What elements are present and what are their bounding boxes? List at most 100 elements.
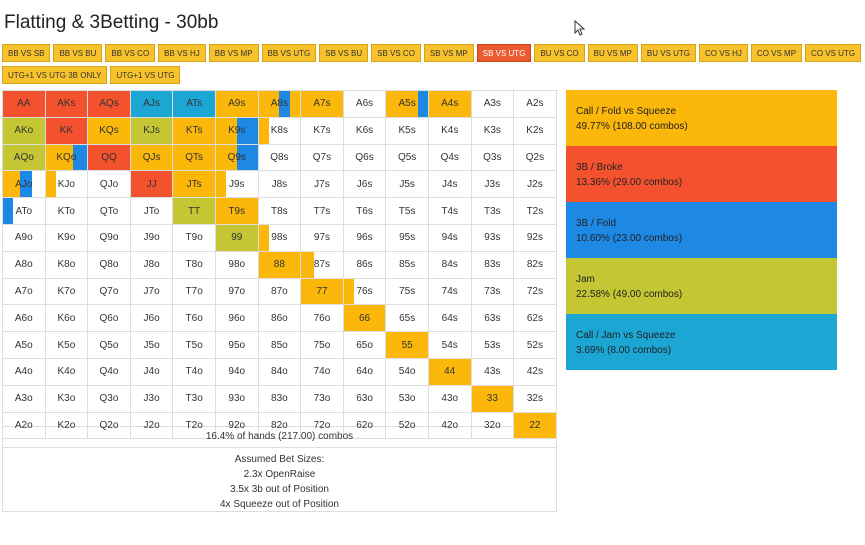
hand-cell[interactable]: A4o <box>3 358 46 386</box>
hand-cell[interactable]: 92s <box>514 224 557 252</box>
hand-cell[interactable]: JTs <box>173 171 216 199</box>
hand-cell[interactable]: 42s <box>514 358 557 386</box>
tab-sb-vs-utg[interactable]: SB VS UTG <box>476 44 532 62</box>
hand-cell[interactable]: K4o <box>45 358 89 386</box>
hand-cell[interactable]: 54o <box>386 358 429 386</box>
hand-cell[interactable]: K8s <box>258 117 302 145</box>
hand-cell[interactable]: 64o <box>343 358 387 386</box>
hand-cell[interactable]: AQo <box>3 144 46 172</box>
tab-bb-vs-utg[interactable]: BB VS UTG <box>261 44 317 62</box>
hand-cell[interactable]: K9o <box>45 224 89 252</box>
hand-cell[interactable]: Q3o <box>88 385 131 413</box>
hand-cell[interactable]: TT <box>173 198 216 225</box>
hand-cell[interactable]: 52s <box>514 332 557 359</box>
hand-cell[interactable]: A5o <box>3 332 46 359</box>
hand-cell[interactable]: 52o <box>386 412 429 440</box>
hand-cell[interactable]: T3o <box>173 385 216 413</box>
hand-cell[interactable]: T2s <box>514 198 557 225</box>
hand-cell[interactable]: T4s <box>428 198 472 225</box>
hand-cell[interactable]: KTo <box>45 198 89 225</box>
hand-cell[interactable]: J9o <box>130 224 174 252</box>
hand-cell[interactable]: A7s <box>301 91 344 118</box>
hand-cell[interactable]: K2o <box>45 412 89 440</box>
hand-cell[interactable]: 54s <box>428 332 472 359</box>
hand-cell[interactable]: Q9o <box>88 224 131 252</box>
hand-cell[interactable]: 55 <box>386 332 429 359</box>
hand-cell[interactable]: 87o <box>258 278 302 306</box>
hand-cell[interactable]: 77 <box>301 278 344 306</box>
hand-cell[interactable]: 92o <box>215 412 259 440</box>
tab-co-vs-mp[interactable]: CO VS MP <box>750 44 803 62</box>
hand-cell[interactable]: 97s <box>301 224 344 252</box>
hand-cell[interactable]: KK <box>45 117 89 145</box>
hand-cell[interactable]: K9s <box>215 117 259 145</box>
hand-cell[interactable]: A5s <box>386 91 429 118</box>
hand-cell[interactable]: A8o <box>3 251 46 279</box>
hand-cell[interactable]: Q5s <box>386 144 429 172</box>
hand-cell[interactable]: Q5o <box>88 332 131 359</box>
hand-cell[interactable]: T3s <box>471 198 515 225</box>
hand-cell[interactable]: 62o <box>343 412 387 440</box>
hand-cell[interactable]: A3o <box>3 385 46 413</box>
hand-cell[interactable]: 33 <box>471 385 515 413</box>
hand-cell[interactable]: K7o <box>45 278 89 306</box>
hand-cell[interactable]: 98s <box>258 224 302 252</box>
hand-cell[interactable]: AA <box>3 91 46 118</box>
hand-cell[interactable]: T6s <box>343 198 387 225</box>
hand-cell[interactable]: KQs <box>88 117 131 145</box>
hand-cell[interactable]: 76o <box>301 305 344 333</box>
tab-co-vs-utg[interactable]: CO VS UTG <box>805 44 862 62</box>
hand-cell[interactable]: 63s <box>471 305 515 333</box>
tab-bb-vs-bu[interactable]: BB VS BU <box>53 44 103 62</box>
hand-cell[interactable]: 73o <box>301 385 344 413</box>
hand-cell[interactable]: 53o <box>386 385 429 413</box>
hand-cell[interactable]: 73s <box>471 278 515 306</box>
hand-cell[interactable]: A7o <box>3 278 46 306</box>
hand-cell[interactable]: KTs <box>173 117 216 145</box>
hand-cell[interactable]: 83s <box>471 251 515 279</box>
hand-cell[interactable]: 95o <box>215 332 259 359</box>
hand-cell[interactable]: 43s <box>471 358 515 386</box>
hand-cell[interactable]: 86o <box>258 305 302 333</box>
hand-cell[interactable]: AQs <box>88 91 131 118</box>
hand-cell[interactable]: J2s <box>514 171 557 199</box>
hand-cell[interactable]: J9s <box>215 171 259 199</box>
hand-cell[interactable]: J7o <box>130 278 174 306</box>
tab-utg-1-vs-utg[interactable]: UTG+1 VS UTG <box>110 66 181 84</box>
tab-sb-vs-mp[interactable]: SB VS MP <box>423 44 474 62</box>
hand-cell[interactable]: J4s <box>428 171 472 199</box>
tab-sb-vs-bu[interactable]: SB VS BU <box>319 44 369 62</box>
hand-cell[interactable]: 94s <box>428 224 472 252</box>
hand-cell[interactable]: 87s <box>301 251 344 279</box>
hand-cell[interactable]: 42o <box>428 412 472 440</box>
hand-cell[interactable]: 84o <box>258 358 302 386</box>
hand-cell[interactable]: KJo <box>45 171 89 199</box>
tab-bb-vs-hj[interactable]: BB VS HJ <box>158 44 206 62</box>
hand-cell[interactable]: K6o <box>45 305 89 333</box>
hand-cell[interactable]: ATs <box>173 91 216 118</box>
hand-cell[interactable]: 72o <box>301 412 344 440</box>
hand-cell[interactable]: 74s <box>428 278 472 306</box>
hand-cell[interactable]: 32s <box>514 385 557 413</box>
hand-cell[interactable]: 66 <box>343 305 387 333</box>
hand-cell[interactable]: J8o <box>130 251 174 279</box>
hand-cell[interactable]: KJs <box>130 117 174 145</box>
hand-cell[interactable]: AJo <box>3 171 46 199</box>
hand-cell[interactable]: QTs <box>173 144 216 172</box>
hand-cell[interactable]: 88 <box>258 251 302 279</box>
tab-utg-1-vs-utg-3b-only[interactable]: UTG+1 VS UTG 3B ONLY <box>2 66 108 84</box>
hand-cell[interactable]: 74o <box>301 358 344 386</box>
hand-cell[interactable]: 97o <box>215 278 259 306</box>
hand-cell[interactable]: Q8o <box>88 251 131 279</box>
hand-cell[interactable]: 96s <box>343 224 387 252</box>
hand-cell[interactable]: 72s <box>514 278 557 306</box>
hand-cell[interactable]: T5s <box>386 198 429 225</box>
tab-bu-vs-utg[interactable]: BU VS UTG <box>640 44 697 62</box>
hand-cell[interactable]: A6o <box>3 305 46 333</box>
hand-cell[interactable]: 43o <box>428 385 472 413</box>
hand-cell[interactable]: K4s <box>428 117 472 145</box>
hand-cell[interactable]: J6o <box>130 305 174 333</box>
hand-cell[interactable]: Q4s <box>428 144 472 172</box>
hand-cell[interactable]: Q2o <box>88 412 131 440</box>
hand-cell[interactable]: 76s <box>343 278 387 306</box>
